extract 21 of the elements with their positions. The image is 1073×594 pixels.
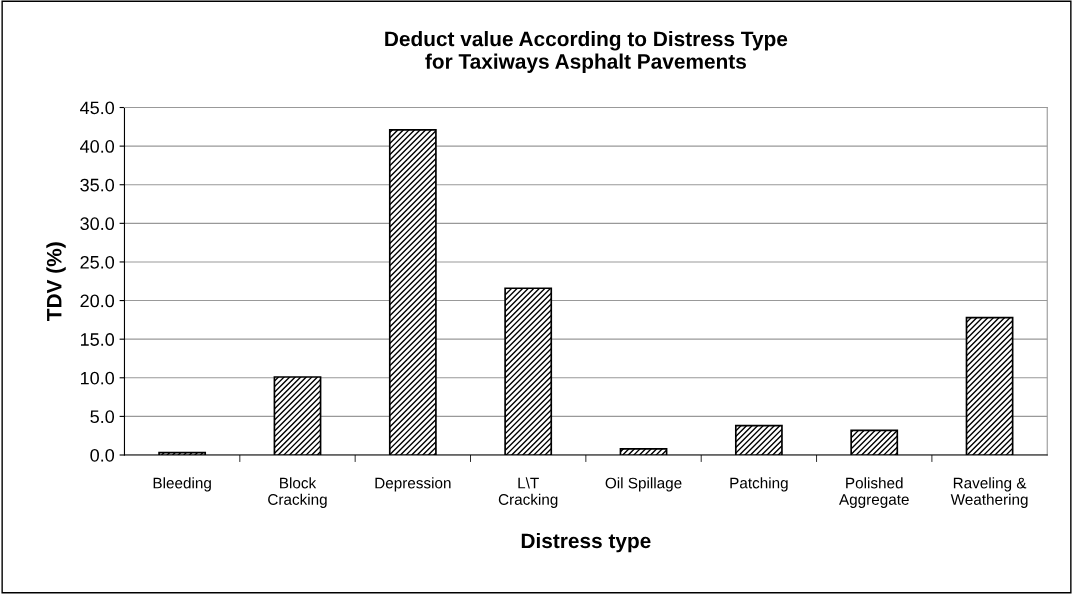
y-tick-label: 35.0: [80, 178, 115, 192]
y-tick-label: 45.0: [80, 101, 115, 115]
x-tick-label: Block Cracking: [268, 477, 327, 508]
y-tick-label: 5.0: [90, 410, 115, 424]
chart-title: Deduct value According to Distress Type for Taxiways Asphalt Pavements: [385, 31, 788, 73]
x-axis-title: Distress type: [521, 532, 651, 553]
y-tick-label: 10.0: [80, 371, 115, 385]
y-tick-label: 30.0: [80, 217, 115, 231]
x-tick-label: Polished Aggregate: [839, 477, 909, 508]
y-tick-label: 40.0: [80, 140, 115, 153]
y-tick-label: 15.0: [80, 333, 115, 346]
x-tick-label: Bleeding: [153, 477, 211, 492]
x-tick-label: Raveling & Weathering: [950, 477, 1028, 508]
x-tick-label: L\T Cracking: [498, 477, 558, 508]
x-tick-label: Oil Spillage: [605, 477, 682, 492]
y-tick-label: 25.0: [80, 255, 115, 269]
x-tick-label: Depression: [375, 477, 451, 492]
x-tick-label: Patching: [730, 477, 788, 492]
y-tick-label: 0.0: [90, 448, 115, 462]
y-axis-title: TDV (%): [46, 242, 66, 321]
y-tick-label: 20.0: [80, 294, 115, 308]
